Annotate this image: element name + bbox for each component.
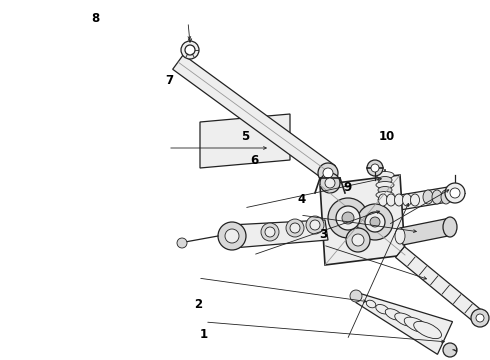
Ellipse shape [376, 305, 389, 314]
Circle shape [225, 229, 239, 243]
Circle shape [218, 222, 246, 250]
Polygon shape [400, 218, 453, 245]
Circle shape [286, 219, 304, 237]
Ellipse shape [376, 171, 394, 179]
Circle shape [357, 204, 393, 240]
Text: 2: 2 [195, 298, 202, 311]
Text: 1: 1 [199, 328, 207, 341]
Circle shape [261, 223, 279, 241]
Polygon shape [320, 175, 405, 265]
Ellipse shape [443, 217, 457, 237]
Circle shape [450, 188, 460, 198]
Ellipse shape [378, 176, 392, 184]
Circle shape [177, 238, 187, 248]
Polygon shape [172, 55, 335, 180]
Polygon shape [200, 114, 290, 168]
Ellipse shape [385, 309, 402, 320]
Polygon shape [370, 185, 460, 215]
Circle shape [371, 164, 379, 172]
Circle shape [181, 41, 199, 59]
Circle shape [320, 173, 340, 193]
Text: 8: 8 [92, 12, 99, 24]
Ellipse shape [378, 197, 392, 203]
Circle shape [476, 314, 484, 322]
Ellipse shape [402, 194, 412, 206]
Text: 9: 9 [344, 181, 352, 194]
Text: 5: 5 [241, 130, 249, 143]
Circle shape [365, 212, 385, 232]
Circle shape [318, 163, 338, 183]
Circle shape [367, 160, 383, 176]
Ellipse shape [376, 181, 394, 189]
Ellipse shape [376, 192, 394, 198]
Text: 3: 3 [319, 228, 327, 240]
Ellipse shape [441, 190, 451, 204]
Circle shape [328, 198, 368, 238]
Circle shape [336, 206, 360, 230]
Polygon shape [230, 220, 328, 248]
Ellipse shape [387, 194, 395, 206]
Circle shape [306, 216, 324, 234]
Circle shape [310, 220, 320, 230]
Ellipse shape [432, 190, 442, 204]
Circle shape [346, 228, 370, 252]
Ellipse shape [404, 317, 428, 332]
Polygon shape [356, 293, 453, 354]
Text: 4: 4 [297, 193, 305, 206]
Text: 10: 10 [379, 130, 395, 143]
Circle shape [443, 343, 457, 357]
Circle shape [342, 212, 354, 224]
Circle shape [471, 309, 489, 327]
Circle shape [290, 223, 300, 233]
Ellipse shape [378, 194, 388, 206]
Ellipse shape [378, 186, 392, 194]
Ellipse shape [394, 194, 403, 206]
Text: 7: 7 [165, 75, 173, 87]
Circle shape [265, 227, 275, 237]
Polygon shape [395, 247, 485, 323]
Ellipse shape [395, 228, 405, 244]
Ellipse shape [367, 300, 376, 308]
Circle shape [325, 178, 335, 188]
Circle shape [445, 183, 465, 203]
Ellipse shape [414, 321, 441, 339]
Ellipse shape [411, 194, 419, 206]
Circle shape [352, 234, 364, 246]
Ellipse shape [395, 313, 415, 326]
Text: 6: 6 [251, 154, 259, 167]
Ellipse shape [423, 190, 433, 204]
Circle shape [323, 168, 333, 178]
Circle shape [185, 45, 195, 55]
Circle shape [370, 217, 380, 227]
Circle shape [350, 290, 362, 302]
